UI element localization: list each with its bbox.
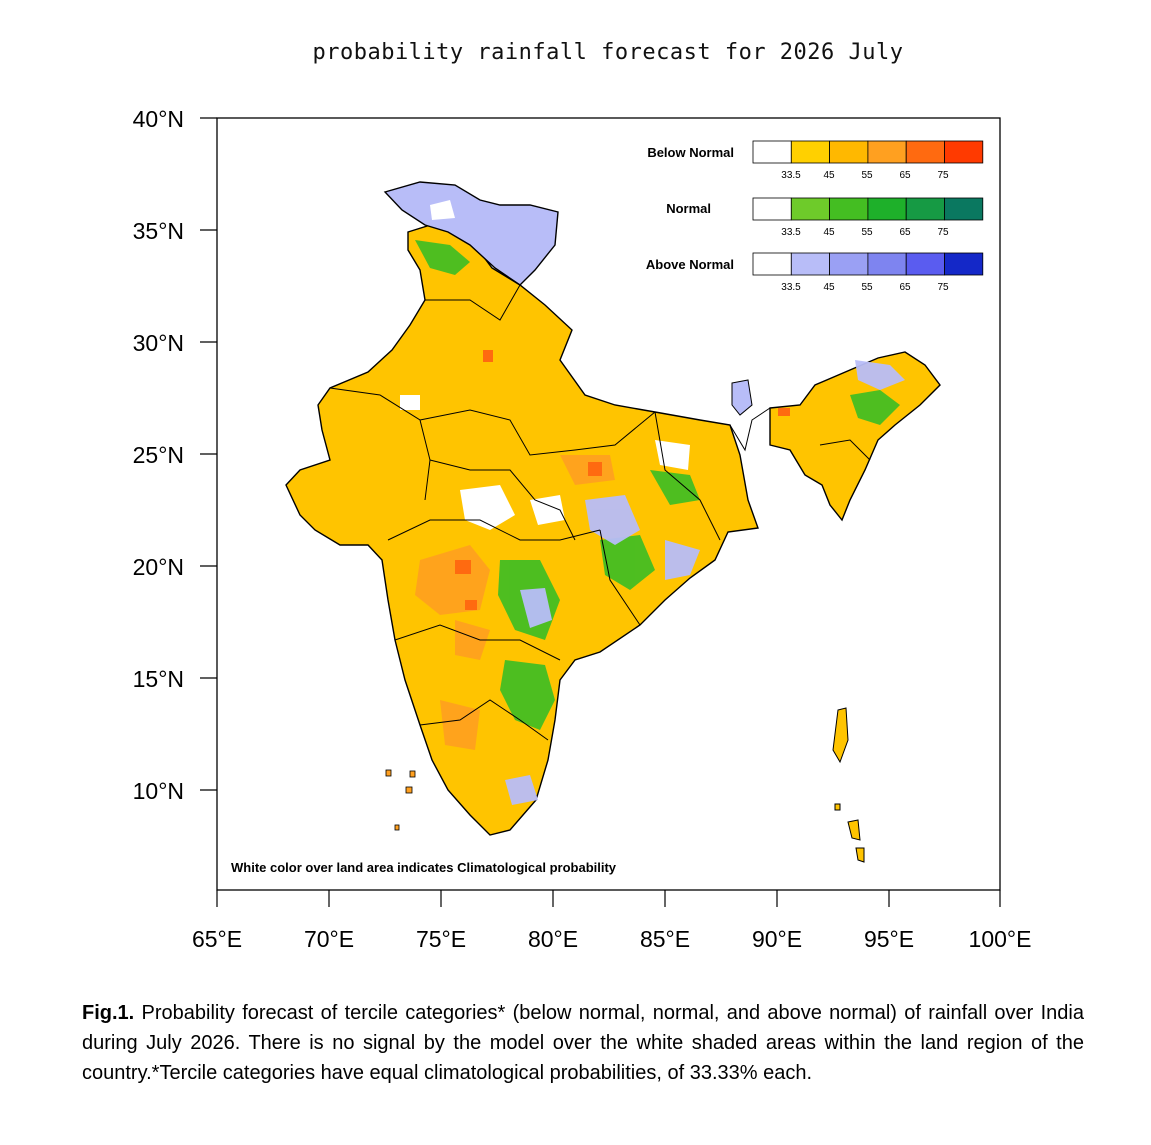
legend-tick-normal-2: 45 bbox=[823, 227, 835, 238]
above-normal-patches bbox=[505, 360, 905, 805]
legend-swatch bbox=[752, 140, 792, 164]
legend-swatch bbox=[752, 197, 792, 221]
strong-below-normal-patches bbox=[455, 350, 790, 610]
legend-tick-above-4: 65 bbox=[899, 282, 911, 293]
lat-label-20: 20°N bbox=[132, 554, 184, 580]
caption-text: Probability forecast of tercile categori… bbox=[82, 1002, 1084, 1084]
legend-tick-below-1: 33.5 bbox=[781, 170, 801, 181]
legend-swatch bbox=[944, 252, 984, 276]
legend-swatch bbox=[905, 252, 945, 276]
legend-swatch bbox=[905, 140, 945, 164]
legend-tick-normal-1: 33.5 bbox=[781, 227, 801, 238]
legend-bars bbox=[752, 140, 984, 276]
legend-swatch bbox=[829, 197, 869, 221]
legend-swatch bbox=[752, 252, 792, 276]
lon-label-70: 70°E bbox=[303, 926, 355, 952]
lat-label-25: 25°N bbox=[132, 442, 184, 468]
legend-label-normal: Normal bbox=[666, 201, 711, 216]
legend-swatch bbox=[867, 140, 907, 164]
legend-tick-normal-5: 75 bbox=[937, 227, 949, 238]
lat-label-15: 15°N bbox=[132, 666, 184, 692]
caption-lead: Fig.1. bbox=[82, 1002, 135, 1024]
legend-label-below-normal: Below Normal bbox=[647, 145, 734, 160]
india-sikkim bbox=[731, 379, 753, 416]
legend-label-above-normal: Above Normal bbox=[645, 257, 734, 272]
lon-label-95: 95°E bbox=[863, 926, 915, 952]
lat-label-10: 10°N bbox=[132, 778, 184, 804]
legend-tick-below-4: 65 bbox=[899, 170, 911, 181]
lat-label-40: 40°N bbox=[132, 106, 184, 132]
lakshadweep-islands bbox=[385, 769, 416, 831]
map-note: White color over land area indicates Cli… bbox=[231, 860, 617, 875]
state-boundaries bbox=[329, 284, 871, 741]
lon-label-80: 80°E bbox=[527, 926, 579, 952]
andaman-nicobar-islands bbox=[832, 707, 865, 863]
lon-label-75: 75°E bbox=[415, 926, 467, 952]
lon-label-85: 85°E bbox=[639, 926, 691, 952]
legend-swatch bbox=[829, 140, 869, 164]
legend-tick-below-3: 55 bbox=[861, 170, 873, 181]
lon-label-65: 65°E bbox=[191, 926, 243, 952]
lon-label-90: 90°E bbox=[751, 926, 803, 952]
legend-tick-below-2: 45 bbox=[823, 170, 835, 181]
legend-swatch bbox=[790, 252, 830, 276]
legend-tick-above-3: 55 bbox=[861, 282, 873, 293]
lat-tick-marks bbox=[200, 117, 217, 791]
legend-tick-normal-3: 55 bbox=[861, 227, 873, 238]
legend-tick-above-5: 75 bbox=[937, 282, 949, 293]
legend-tick-above-1: 33.5 bbox=[781, 282, 801, 293]
legend-tick-normal-4: 65 bbox=[899, 227, 911, 238]
legend-swatch bbox=[867, 197, 907, 221]
lon-label-100: 100°E bbox=[968, 926, 1032, 952]
lon-tick-marks bbox=[216, 890, 1001, 907]
legend-tick-below-5: 75 bbox=[937, 170, 949, 181]
higher-below-normal-patches bbox=[415, 455, 615, 750]
legend-swatch bbox=[905, 197, 945, 221]
legend-swatch bbox=[944, 197, 984, 221]
legend-swatch bbox=[944, 140, 984, 164]
legend-tick-above-2: 45 bbox=[823, 282, 835, 293]
india-mainland bbox=[285, 221, 759, 836]
legend-swatch bbox=[829, 252, 869, 276]
india-northeast bbox=[769, 351, 941, 522]
legend-swatch bbox=[790, 197, 830, 221]
india-north-jk bbox=[383, 181, 559, 286]
lat-label-30: 30°N bbox=[132, 330, 184, 356]
legend-swatch bbox=[867, 252, 907, 276]
lat-label-35: 35°N bbox=[132, 218, 184, 244]
legend-swatch bbox=[790, 140, 830, 164]
figure-title: probability rainfall forecast for 2026 J… bbox=[312, 40, 904, 65]
forecast-map bbox=[200, 117, 1001, 907]
figure-caption: Fig.1. Probability forecast of tercile c… bbox=[82, 998, 1084, 1088]
